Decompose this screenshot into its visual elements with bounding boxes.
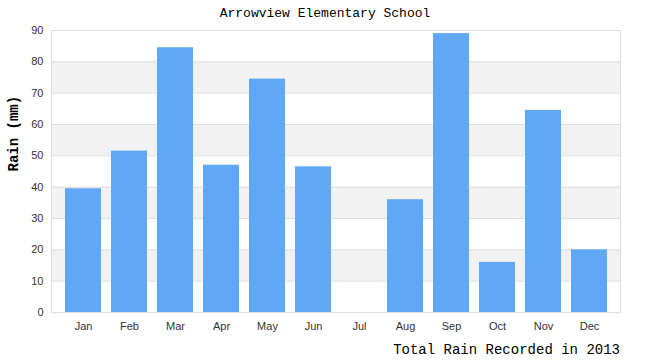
svg-text:May: May [257,320,278,332]
svg-text:Apr: Apr [213,320,230,332]
html-text:Total Rain Recorded in 2013: Total Rain Recorded in 2013 [393,342,620,358]
svg-text:Feb: Feb [120,320,139,332]
svg-text:Dec: Dec [580,320,600,332]
svg-text:Aug: Aug [396,320,416,332]
svg-text:60: 60 [31,118,43,130]
svg-text:Oct: Oct [489,320,506,332]
svg-text:0: 0 [37,306,43,318]
svg-text:Sep: Sep [442,320,462,332]
svg-text:80: 80 [31,55,43,67]
svg-text:90: 90 [31,24,43,36]
svg-text:10: 10 [31,275,43,287]
svg-text:Jun: Jun [305,320,323,332]
html-text:Arrowview Elementary School: Arrowview Elementary School [219,6,431,21]
svg-text:40: 40 [31,181,43,193]
svg-text:30: 30 [31,212,43,224]
svg-text:70: 70 [31,87,43,99]
svg-text:50: 50 [31,149,43,161]
svg-text:20: 20 [31,243,43,255]
svg-text:Mar: Mar [166,320,185,332]
svg-text:Jan: Jan [75,320,93,332]
svg-text:Rain (mm): Rain (mm) [6,96,22,172]
svg-text:Nov: Nov [534,320,554,332]
svg-text:Jul: Jul [352,320,366,332]
